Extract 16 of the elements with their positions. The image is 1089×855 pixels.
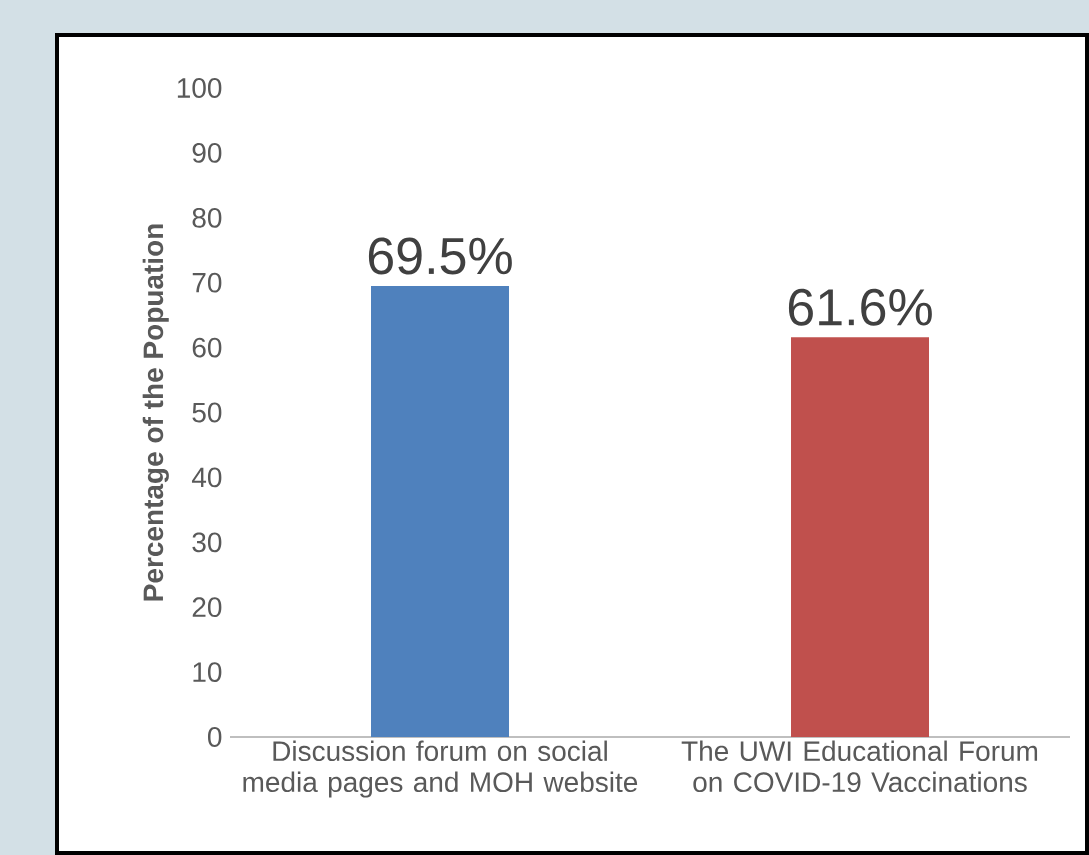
y-tick-label: 10 [193,662,222,683]
y-tick-label: 50 [192,402,222,423]
y-tick-label: 60 [192,337,222,358]
y-axis-title: Percentage of the Popuation [142,224,169,601]
y-tick-label: 20 [192,597,222,618]
y-tick-label: 70 [192,272,222,293]
y-tick-label: 30 [192,532,222,553]
data-label: 61.6% [788,288,932,326]
x-tick-label: Discussion forum on social media pages and MOH website [243,740,638,798]
y-tick-label: 80 [192,207,222,228]
y-tick-label: 100 [177,78,222,98]
y-tick-label: 90 [192,142,222,163]
x-tick-label: The UWI Educational Forum on COVID-19 Vaccinations [681,740,1038,793]
data-label: 69.5% [368,237,512,275]
y-tick-label: 0 [208,727,222,747]
y-tick-label: 40 [191,467,222,488]
